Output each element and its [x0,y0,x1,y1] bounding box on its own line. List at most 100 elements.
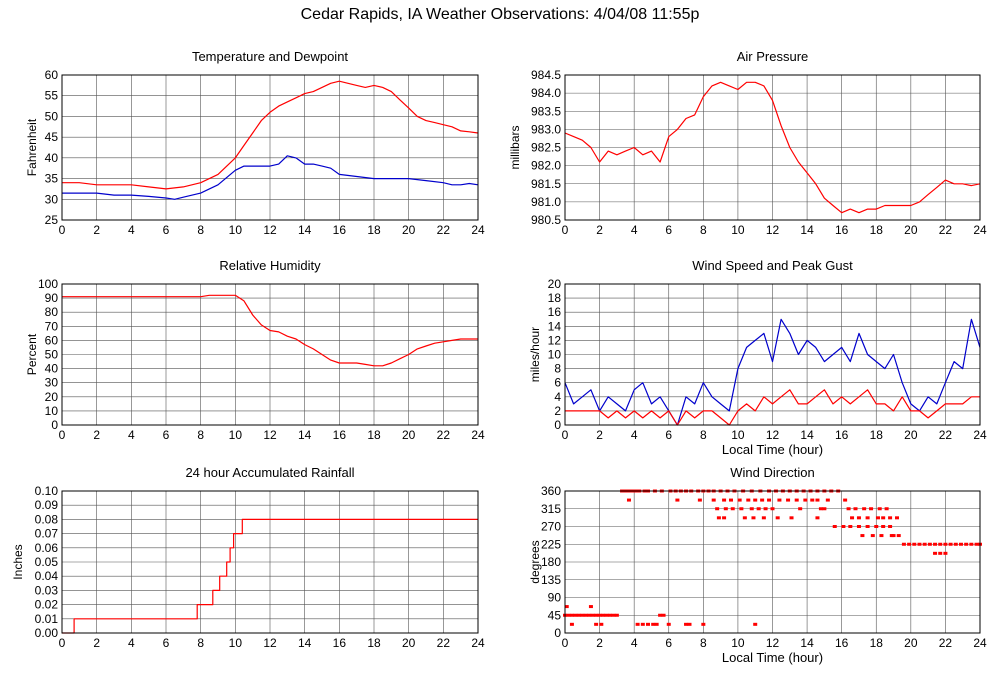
wind-direction-point [687,622,692,626]
wind-direction-point [580,613,585,617]
y-tick-label: 982.0 [531,159,561,173]
y-tick-label: 45 [45,130,59,144]
wind-direction-point [770,507,775,511]
wind-direction-point [948,542,953,546]
x-tick-label: 10 [731,223,745,237]
y-tick-label: 0 [554,626,561,640]
x-tick-label: 18 [367,428,381,442]
y-tick-label: 984.5 [531,68,561,82]
x-tick-label: 24 [973,636,987,650]
x-tick-label: 24 [973,223,987,237]
x-tick-label: 18 [367,223,381,237]
x-tick-label: 20 [402,636,416,650]
wind-direction-point [590,613,595,617]
wind-direction-point [723,507,728,511]
y-tick-label: 50 [45,109,59,123]
x-tick-label: 4 [128,428,135,442]
x-tick-label: 8 [197,636,204,650]
y-tick-label: 0.02 [35,598,59,612]
wind-direction-point [798,507,803,511]
wind-direction-point [933,551,938,555]
x-tick-label: 18 [870,636,884,650]
x-tick-label: 24 [471,636,485,650]
wind-direction-point [860,534,865,538]
y-tick-label: 0.08 [35,512,59,526]
x-tick-label: 0 [562,428,569,442]
y-tick-label: 0.03 [35,583,59,597]
temperature-title: Temperature and Dewpoint [192,49,348,64]
wind-direction-point [901,542,906,546]
y-tick-label: 10 [45,404,59,418]
wind-direction-point [879,534,884,538]
y-tick-label: 270 [541,520,561,534]
wind-direction-point [569,622,574,626]
wind-direction-point [870,534,875,538]
x-tick-label: 20 [904,428,918,442]
y-tick-label: 60 [45,68,59,82]
x-tick-label: 16 [835,636,849,650]
x-tick-label: 0 [59,223,66,237]
x-tick-label: 14 [298,428,312,442]
wind-direction-point [850,516,855,520]
y-tick-label: 982.5 [531,141,561,155]
x-tick-label: 2 [596,223,603,237]
y-tick-label: 0.07 [35,527,59,541]
x-tick-label: 14 [800,428,814,442]
x-tick-label: 2 [93,636,100,650]
y-tick-label: 16 [548,305,562,319]
wind-direction-point [865,525,870,528]
wind-direction-point [564,605,569,609]
x-tick-label: 4 [631,428,638,442]
wind-direction-point [856,516,861,520]
wind-direction-point [888,525,893,528]
wind-direction-ylabel: degrees [528,540,542,583]
x-tick-label: 0 [562,223,569,237]
x-tick-label: 22 [437,223,451,237]
x-tick-label: 14 [800,636,814,650]
wind-direction-point [626,498,631,502]
x-tick-label: 24 [471,428,485,442]
x-tick-label: 12 [766,428,780,442]
x-tick-label: 2 [596,428,603,442]
wind-direction-point [763,507,768,511]
wind-direction-point [889,534,894,538]
y-tick-label: 983.0 [531,122,561,136]
x-tick-label: 2 [93,223,100,237]
y-tick-label: 0.10 [35,484,59,498]
y-tick-label: 980.5 [531,213,561,227]
wind-direction-point [917,542,922,546]
y-tick-label: 0.01 [35,612,59,626]
wind-direction-point [742,516,747,520]
temperature-plot-frame [61,74,479,221]
x-tick-label: 8 [700,636,707,650]
pressure-title: Air Pressure [737,49,809,64]
temperature-series-blue-line [62,155,479,200]
wind-direction-point [974,542,979,546]
x-tick-label: 16 [835,428,849,442]
x-tick-label: 10 [731,636,745,650]
x-tick-label: 16 [835,223,849,237]
y-tick-label: 12 [548,333,562,347]
wind-direction-point [701,622,706,626]
y-tick-label: 50 [45,348,59,362]
pressure-plot-frame [564,74,981,221]
x-tick-label: 8 [197,428,204,442]
wind-direction-point [846,507,851,511]
y-tick-label: 55 [45,89,59,103]
wind-direction-point [753,498,758,502]
rainfall-plot-frame [61,490,479,634]
x-tick-label: 24 [471,223,485,237]
x-tick-label: 4 [128,223,135,237]
x-tick-label: 0 [562,636,569,650]
wind-direction-point [588,605,593,609]
x-tick-label: 6 [163,636,170,650]
x-tick-label: 20 [904,636,918,650]
wind-direction-point [722,498,727,502]
x-tick-label: 10 [229,223,243,237]
wind-direction-point [881,525,886,528]
